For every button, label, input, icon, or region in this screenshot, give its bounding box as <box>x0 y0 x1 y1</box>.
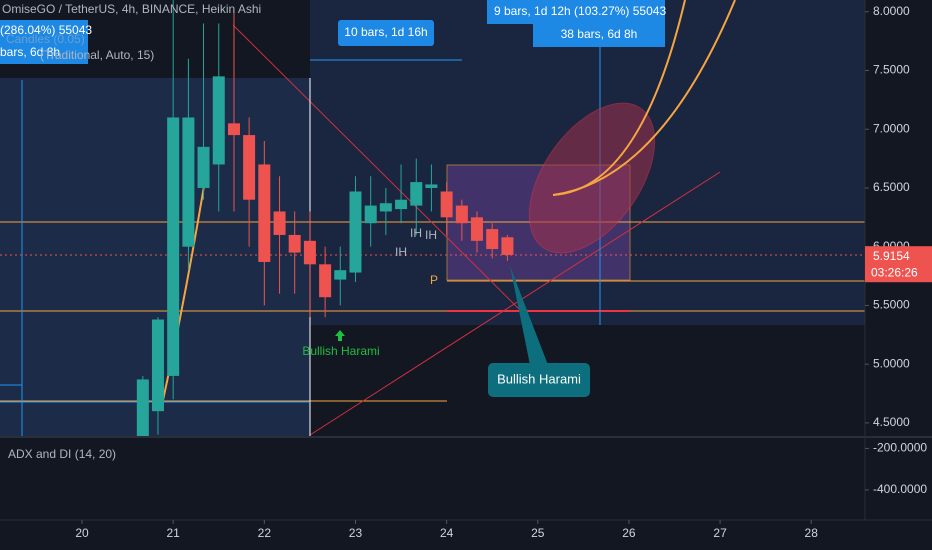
candle-body <box>470 217 483 241</box>
candle-body <box>212 76 225 165</box>
callout-pointer <box>510 266 548 365</box>
candle-body <box>151 319 164 412</box>
pattern-arrow <box>335 330 345 341</box>
legend-line: Candles (0.05) <box>6 32 85 46</box>
y-tick-label: 8.0000 <box>873 4 910 18</box>
label-box <box>487 0 665 24</box>
chart-title: OmiseGO / TetherUS, 4h, BINANCE, Heikin … <box>2 2 261 16</box>
x-tick-label: 22 <box>258 526 272 540</box>
label-box <box>0 20 88 64</box>
y-tick-label: 4.5000 <box>873 415 910 429</box>
legend-line: (286.04%) 55043 <box>0 23 92 37</box>
candle-body <box>197 146 210 188</box>
candle-body <box>227 123 240 136</box>
price-tag-label: 5.9154 <box>873 249 910 263</box>
candle-body <box>395 199 408 210</box>
candle-body <box>243 135 256 200</box>
x-tick-label: 23 <box>349 526 363 540</box>
candle-body <box>364 205 377 224</box>
ih-label: IH <box>410 226 422 240</box>
candle-body <box>273 211 286 235</box>
countdown-tag <box>865 264 932 283</box>
trend-line <box>232 24 521 311</box>
y-tick-label: 6.5000 <box>873 180 910 194</box>
y-tick-label: -400.0000 <box>873 482 927 496</box>
y-tick-label: 5.0000 <box>873 356 910 370</box>
candle-body <box>334 270 347 280</box>
label-box <box>338 20 434 46</box>
range-label: 10 bars, 1d 16h <box>344 25 427 39</box>
trend-line <box>309 171 721 436</box>
y-tick-label: 7.0000 <box>873 121 910 135</box>
y-tick-label: 5.5000 <box>873 298 910 312</box>
x-tick-label: 21 <box>167 526 181 540</box>
candle-body <box>486 229 499 250</box>
pattern-label: Bullish Harami <box>302 344 379 358</box>
candle-body <box>379 203 392 212</box>
ellipse <box>528 102 656 254</box>
callout-label: Bullish Harami <box>497 371 581 386</box>
legend-line: (Traditional, Auto, 15) <box>40 48 154 62</box>
x-tick-label: 25 <box>531 526 545 540</box>
candle-body <box>258 164 271 262</box>
pivot-label: P <box>430 273 438 287</box>
x-tick-label: 24 <box>440 526 454 540</box>
x-tick-label: 20 <box>75 526 89 540</box>
ih-label: IH <box>425 228 437 242</box>
candle-body <box>425 184 438 188</box>
indicator-title: ADX and DI (14, 20) <box>8 447 116 461</box>
plot <box>136 0 514 437</box>
y-tick-label: 7.5000 <box>873 63 910 77</box>
range-label: 9 bars, 1d 12h (103.27%) 55043 <box>494 4 666 18</box>
curve <box>552 0 736 196</box>
candle-body <box>136 379 149 437</box>
ih-label: IH <box>395 245 407 259</box>
candle-body <box>455 205 468 224</box>
x-tick-label: 27 <box>713 526 727 540</box>
candle-body <box>501 237 514 255</box>
candles <box>136 0 514 437</box>
price-tag <box>865 247 932 266</box>
legend-line: bars, 6d 8h <box>0 45 60 59</box>
x-tick-label: 28 <box>805 526 819 540</box>
candle-body <box>288 234 301 253</box>
candle-body <box>410 182 423 206</box>
candle-body <box>440 191 453 218</box>
candle-body <box>182 117 195 247</box>
range-label: 38 bars, 6d 8h <box>561 27 638 41</box>
y-tick-label: -200.0000 <box>873 441 927 455</box>
label-box <box>533 23 665 47</box>
axes: 4.50005.00005.50006.00006.50007.00007.50… <box>75 4 932 540</box>
x-tick-label: 26 <box>622 526 636 540</box>
candle-body <box>319 264 332 298</box>
candle-body <box>167 117 180 376</box>
callout-box <box>488 363 590 397</box>
candle-body <box>349 191 362 273</box>
countdown-label: 03:26:26 <box>871 265 918 279</box>
candle-body <box>303 240 316 265</box>
